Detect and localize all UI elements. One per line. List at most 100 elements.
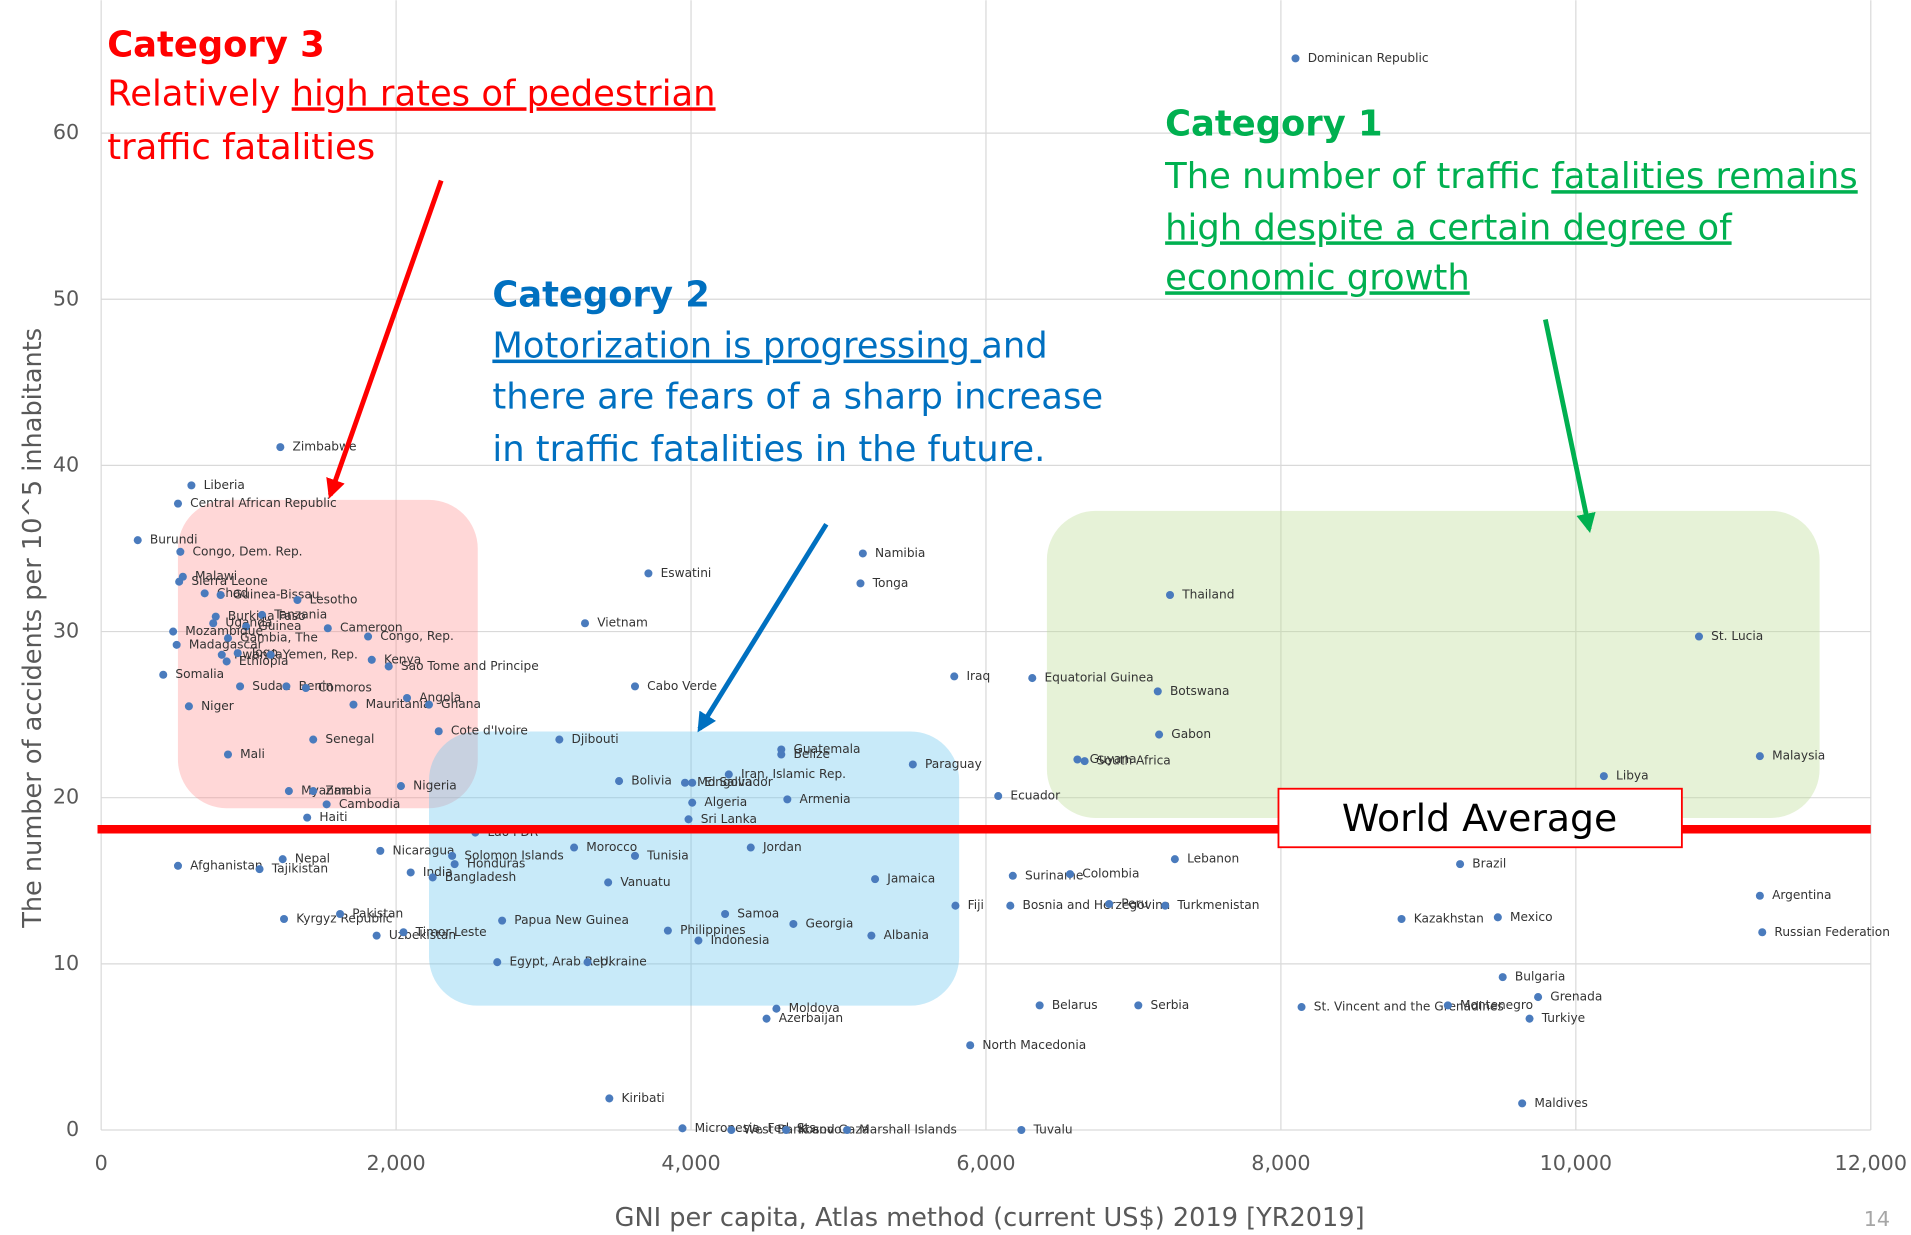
point-label: Namibia: [875, 546, 925, 560]
point: [133, 536, 142, 545]
point: [1073, 755, 1082, 764]
point: [173, 861, 183, 870]
point: [301, 684, 310, 693]
point-label: Indonesia: [711, 933, 770, 947]
point-label: Belize: [793, 747, 829, 761]
annotation-line: The number of traffic fatalities remains: [1164, 156, 1858, 197]
point-label: Uganda: [225, 616, 272, 630]
point: [428, 873, 437, 882]
point-label: Gabon: [1171, 727, 1211, 741]
arrow: [326, 179, 444, 499]
point: [309, 735, 318, 744]
point-label: Vietnam: [597, 616, 648, 630]
point: [303, 813, 312, 822]
y-tick-label: 10: [53, 951, 79, 975]
point: [630, 682, 640, 691]
point: [1134, 1001, 1143, 1010]
point: [678, 1124, 687, 1133]
x-axis-title: GNI per capita, Atlas method (current US…: [615, 1203, 1365, 1233]
point: [583, 958, 592, 967]
y-tick-label: 20: [53, 785, 79, 809]
annotation-text: high rates of pedestrian: [292, 73, 716, 114]
annotation-heading: Category 3: [107, 25, 325, 66]
point: [284, 787, 293, 796]
point-label: Burkina Faso: [228, 609, 306, 623]
point: [336, 909, 345, 919]
annotation-line: economic growth: [1165, 257, 1470, 298]
point-label: Paraguay: [925, 757, 982, 771]
point-label: Mongolia: [697, 775, 752, 789]
annotation-line: high despite a certain degree of: [1165, 207, 1733, 248]
point: [871, 875, 880, 884]
point-label: Mali: [240, 747, 265, 761]
point: [223, 750, 233, 759]
point: [570, 843, 579, 852]
point-label: St. Lucia: [1711, 629, 1763, 643]
y-tick-label: 60: [53, 120, 79, 144]
annotation-heading: Category 2: [492, 274, 710, 315]
point: [1035, 1001, 1044, 1010]
annotation-line: traffic fatalities: [107, 127, 375, 168]
point: [1008, 871, 1017, 880]
region-category-1: [1046, 510, 1820, 818]
y-tick-label: 50: [53, 286, 79, 310]
point-label: Maldives: [1534, 1096, 1587, 1110]
point: [1525, 1014, 1534, 1023]
point-label: Bolivia: [631, 774, 672, 788]
point: [434, 727, 443, 736]
point-label: Dominican Republic: [1308, 51, 1429, 65]
point: [772, 1004, 781, 1013]
point: [173, 499, 183, 508]
point-label: Marshall Islands: [859, 1122, 957, 1136]
point-label: Brazil: [1472, 857, 1506, 871]
point: [1165, 590, 1175, 600]
point: [721, 909, 730, 919]
point-label: Turkmenistan: [1176, 898, 1259, 912]
point-label: Colombia: [1082, 867, 1139, 881]
point: [376, 846, 385, 855]
point-label: Kenya: [384, 652, 421, 666]
point: [746, 843, 755, 852]
point-label: Congo, Rep.: [380, 629, 454, 643]
point-label: Niger: [201, 699, 234, 713]
arrow: [1542, 319, 1596, 533]
point-label: Madagascar: [189, 637, 263, 651]
point: [858, 549, 867, 558]
point-label: Iran, Islamic Rep.: [741, 767, 846, 781]
y-tick-label: 30: [53, 619, 79, 643]
point: [727, 1125, 736, 1135]
point-label: Cote d'Ivoire: [451, 724, 528, 738]
point: [1443, 1001, 1452, 1010]
point-label: Cabo Verde: [647, 679, 717, 693]
point-label: Burundi: [150, 533, 198, 547]
point: [1493, 913, 1502, 922]
point: [615, 777, 624, 786]
point: [908, 760, 917, 769]
point: [175, 577, 184, 586]
point: [1170, 855, 1179, 864]
point-label: Albania: [884, 928, 929, 942]
point: [399, 928, 408, 937]
region-category-3: [177, 499, 478, 809]
point-label: Moldova: [789, 1001, 840, 1015]
point-label: Zimbabwe: [293, 440, 357, 454]
point: [777, 750, 786, 759]
point: [1758, 928, 1767, 937]
point-label: Suriname: [1025, 868, 1083, 882]
point-label: Azerbaijan: [779, 1011, 843, 1025]
point-label: Kyrgyz Republic: [296, 911, 392, 925]
point-label: Lesotho: [310, 592, 358, 606]
point-label: Armenia: [800, 792, 851, 806]
point-label: Djibouti: [572, 732, 619, 746]
point: [242, 622, 251, 631]
point: [644, 569, 653, 578]
point-label: Serbia: [1150, 998, 1189, 1012]
point: [367, 655, 376, 664]
point: [688, 798, 697, 807]
point: [279, 914, 289, 924]
point: [580, 619, 590, 628]
point-label: Honduras: [467, 857, 526, 871]
point: [555, 735, 564, 744]
point-label: Sao Tome and Principe: [401, 659, 539, 673]
point-label: Liberia: [204, 478, 245, 492]
